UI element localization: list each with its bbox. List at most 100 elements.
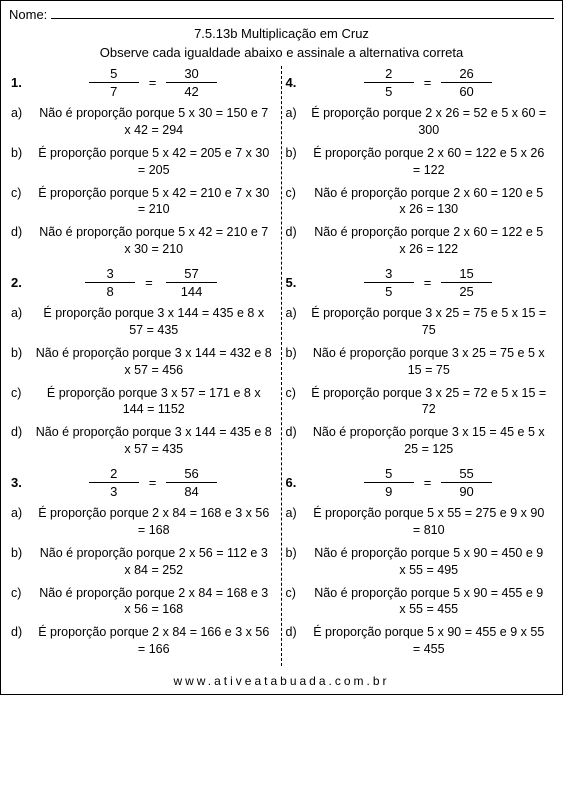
fraction-left: 57: [89, 66, 139, 99]
fraction-equation: 25=2660: [304, 66, 553, 99]
option-text: Não é proporção porque 3 x 15 = 45 e 5 x…: [306, 424, 553, 458]
option-label: c): [11, 585, 31, 619]
question-header: 2.38=57144: [11, 266, 277, 299]
option-text: Não é proporção porque 5 x 90 = 450 e 9 …: [306, 545, 553, 579]
option-row[interactable]: c)Não é proporção porque 5 x 90 = 455 e …: [286, 585, 553, 619]
option-text: É proporção porque 2 x 84 = 168 e 3 x 56…: [31, 505, 277, 539]
option-text: É proporção porque 3 x 144 = 435 e 8 x 5…: [31, 305, 277, 339]
option-label: c): [286, 185, 306, 219]
option-text: Não é proporção porque 3 x 144 = 435 e 8…: [31, 424, 277, 458]
option-label: b): [11, 345, 31, 379]
equals-sign: =: [424, 475, 432, 490]
option-label: a): [11, 305, 31, 339]
equals-sign: =: [424, 75, 432, 90]
numerator: 3: [85, 266, 135, 283]
option-label: c): [11, 385, 31, 419]
option-row[interactable]: d)Não é proporção porque 5 x 42 = 210 e …: [11, 224, 277, 258]
option-row[interactable]: a)Não é proporção porque 5 x 30 = 150 e …: [11, 105, 277, 139]
option-row[interactable]: c)Não é proporção porque 2 x 60 = 120 e …: [286, 185, 553, 219]
denominator: 25: [441, 283, 491, 299]
denominator: 5: [364, 83, 414, 99]
fraction-equation: 35=1525: [304, 266, 553, 299]
option-row[interactable]: b)É proporção porque 5 x 42 = 205 e 7 x …: [11, 145, 277, 179]
option-label: d): [286, 224, 306, 258]
option-text: Não é proporção porque 3 x 144 = 432 e 8…: [31, 345, 277, 379]
question-number: 6.: [286, 475, 304, 490]
question-header: 1.57=3042: [11, 66, 277, 99]
numerator: 56: [166, 466, 216, 483]
option-label: d): [11, 224, 31, 258]
denominator: 5: [364, 283, 414, 299]
option-label: b): [286, 545, 306, 579]
denominator: 8: [85, 283, 135, 299]
option-label: b): [286, 145, 306, 179]
denominator: 90: [441, 483, 491, 499]
option-label: b): [286, 345, 306, 379]
option-label: a): [11, 505, 31, 539]
option-row[interactable]: d)É proporção porque 5 x 90 = 455 e 9 x …: [286, 624, 553, 658]
question-header: 5.35=1525: [286, 266, 553, 299]
option-text: É proporção porque 5 x 55 = 275 e 9 x 90…: [306, 505, 553, 539]
fraction-right: 57144: [163, 266, 221, 299]
worksheet-title: 7.5.13b Multiplicação em Cruz: [1, 24, 562, 43]
numerator: 55: [441, 466, 491, 483]
option-text: É proporção porque 2 x 26 = 52 e 5 x 60 …: [306, 105, 553, 139]
option-text: Não é proporção porque 2 x 84 = 168 e 3 …: [31, 585, 277, 619]
option-label: d): [11, 624, 31, 658]
question: 5.35=1525a)É proporção porque 3 x 25 = 7…: [286, 266, 553, 458]
denominator: 9: [364, 483, 414, 499]
option-row[interactable]: b)É proporção porque 2 x 60 = 122 e 5 x …: [286, 145, 553, 179]
numerator: 2: [89, 466, 139, 483]
question: 4.25=2660a)É proporção porque 2 x 26 = 5…: [286, 66, 553, 258]
worksheet-subtitle: Observe cada igualdade abaixo e assinale…: [1, 43, 562, 66]
option-text: Não é proporção porque 5 x 30 = 150 e 7 …: [31, 105, 277, 139]
fraction-equation: 57 = 3042: [29, 66, 277, 99]
numerator: 57: [166, 266, 216, 283]
option-text: Não é proporção porque 2 x 56 = 112 e 3 …: [31, 545, 277, 579]
option-row[interactable]: d)Não é proporção porque 3 x 144 = 435 e…: [11, 424, 277, 458]
columns-container: 1.57=3042a)Não é proporção porque 5 x 30…: [1, 66, 562, 666]
fraction-right: 3042: [166, 66, 216, 99]
option-text: É proporção porque 5 x 90 = 455 e 9 x 55…: [306, 624, 553, 658]
question-number: 4.: [286, 75, 304, 90]
option-label: a): [286, 105, 306, 139]
numerator: 2: [364, 66, 414, 83]
option-label: c): [286, 585, 306, 619]
numerator: 26: [441, 66, 491, 83]
option-row[interactable]: d)Não é proporção porque 2 x 60 = 122 e …: [286, 224, 553, 258]
option-text: É proporção porque 5 x 42 = 210 e 7 x 30…: [31, 185, 277, 219]
numerator: 15: [441, 266, 491, 283]
option-row[interactable]: b)Não é proporção porque 5 x 90 = 450 e …: [286, 545, 553, 579]
numerator: 5: [89, 66, 139, 83]
option-row[interactable]: a)É proporção porque 3 x 144 = 435 e 8 x…: [11, 305, 277, 339]
fraction-left: 59: [364, 466, 414, 499]
option-row[interactable]: b)Não é proporção porque 2 x 56 = 112 e …: [11, 545, 277, 579]
equals-sign: =: [149, 475, 157, 490]
option-text: Não é proporção porque 3 x 25 = 75 e 5 x…: [306, 345, 553, 379]
right-column: 4.25=2660a)É proporção porque 2 x 26 = 5…: [282, 66, 557, 666]
fraction-left: 38: [85, 266, 135, 299]
option-row[interactable]: b)Não é proporção porque 3 x 144 = 432 e…: [11, 345, 277, 379]
name-input-line[interactable]: [51, 5, 554, 19]
option-row[interactable]: d)É proporção porque 2 x 84 = 166 e 3 x …: [11, 624, 277, 658]
option-row[interactable]: c)É proporção porque 3 x 25 = 72 e 5 x 1…: [286, 385, 553, 419]
option-row[interactable]: c)É proporção porque 5 x 42 = 210 e 7 x …: [11, 185, 277, 219]
option-row[interactable]: d)Não é proporção porque 3 x 15 = 45 e 5…: [286, 424, 553, 458]
option-label: c): [286, 385, 306, 419]
name-row: Nome:: [1, 1, 562, 24]
option-row[interactable]: a)É proporção porque 3 x 25 = 75 e 5 x 1…: [286, 305, 553, 339]
option-text: É proporção porque 3 x 57 = 171 e 8 x 14…: [31, 385, 277, 419]
question-header: 6. 59 = 5590: [286, 466, 553, 499]
option-row[interactable]: a)É proporção porque 2 x 84 = 168 e 3 x …: [11, 505, 277, 539]
denominator: 7: [89, 83, 139, 99]
option-label: d): [286, 624, 306, 658]
option-row[interactable]: a)É proporção porque 5 x 55 = 275 e 9 x …: [286, 505, 553, 539]
denominator: 42: [166, 83, 216, 99]
equals-sign: =: [149, 75, 157, 90]
numerator: 5: [364, 466, 414, 483]
option-row[interactable]: c)É proporção porque 3 x 57 = 171 e 8 x …: [11, 385, 277, 419]
option-row[interactable]: b)Não é proporção porque 3 x 25 = 75 e 5…: [286, 345, 553, 379]
option-row[interactable]: c)Não é proporção porque 2 x 84 = 168 e …: [11, 585, 277, 619]
option-text: É proporção porque 3 x 25 = 72 e 5 x 15 …: [306, 385, 553, 419]
option-row[interactable]: a)É proporção porque 2 x 26 = 52 e 5 x 6…: [286, 105, 553, 139]
